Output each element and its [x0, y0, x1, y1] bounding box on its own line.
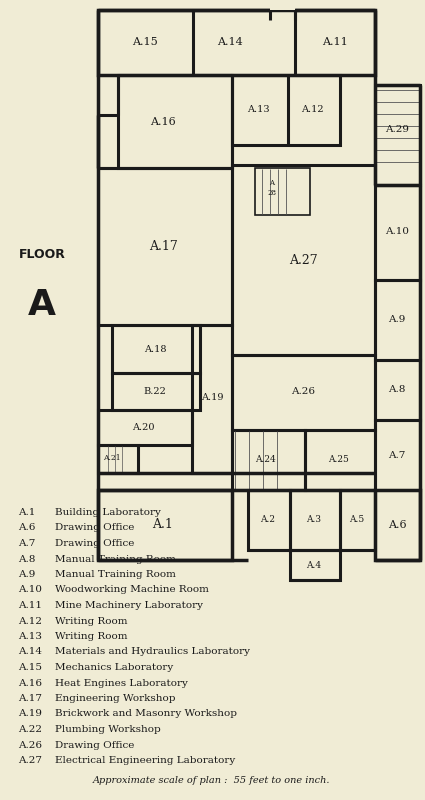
- Text: A.16: A.16: [150, 117, 176, 127]
- Bar: [98, 410, 192, 445]
- Bar: [232, 355, 375, 430]
- Bar: [375, 280, 420, 360]
- Text: A.15: A.15: [132, 37, 158, 47]
- Text: A.27: A.27: [289, 254, 317, 266]
- Text: A.6: A.6: [18, 523, 35, 533]
- Text: A.24: A.24: [255, 455, 275, 465]
- Text: Drawing Office: Drawing Office: [55, 741, 134, 750]
- Text: Mechanics Laboratory: Mechanics Laboratory: [55, 663, 173, 672]
- Text: Brickwork and Masonry Workshop: Brickwork and Masonry Workshop: [55, 710, 237, 718]
- Text: A.5: A.5: [349, 515, 365, 525]
- Text: A.3: A.3: [306, 515, 321, 525]
- Text: Writing Room: Writing Room: [55, 632, 128, 641]
- Text: Drawing Office: Drawing Office: [55, 523, 134, 533]
- Bar: [192, 325, 232, 473]
- Text: A.6: A.6: [388, 520, 406, 530]
- Text: A.17: A.17: [149, 241, 177, 254]
- Text: A: A: [28, 288, 56, 322]
- Bar: [232, 165, 375, 355]
- Text: A.29: A.29: [385, 126, 409, 134]
- Bar: [112, 373, 200, 410]
- Text: A.1: A.1: [153, 518, 173, 531]
- Text: A.13: A.13: [246, 106, 269, 114]
- Text: Drawing Office: Drawing Office: [55, 539, 134, 548]
- Text: A.19: A.19: [201, 393, 223, 402]
- Bar: [255, 168, 310, 215]
- Bar: [375, 85, 420, 185]
- Bar: [98, 10, 375, 75]
- Text: Approximate scale of plan :  55 feet to one inch.: Approximate scale of plan : 55 feet to o…: [93, 776, 331, 785]
- Text: A
28: A 28: [267, 179, 277, 197]
- Text: A.17: A.17: [18, 694, 42, 703]
- Bar: [98, 168, 232, 325]
- Text: A.7: A.7: [18, 539, 35, 548]
- Text: A.4: A.4: [306, 561, 322, 570]
- Text: A.20: A.20: [132, 422, 154, 431]
- Text: A.18: A.18: [144, 345, 166, 354]
- Text: A.9: A.9: [18, 570, 35, 579]
- Text: A.16: A.16: [18, 678, 42, 687]
- Bar: [270, 5, 295, 10]
- Text: A.19: A.19: [18, 710, 42, 718]
- Text: Materials and Hydraulics Laboratory: Materials and Hydraulics Laboratory: [55, 647, 250, 657]
- Text: A.25: A.25: [328, 455, 348, 465]
- Text: A.9: A.9: [388, 315, 406, 325]
- Text: A.7: A.7: [388, 450, 406, 459]
- Text: A.8: A.8: [18, 554, 35, 563]
- Bar: [118, 75, 232, 168]
- Text: A.22: A.22: [18, 725, 42, 734]
- Text: A.26: A.26: [291, 387, 315, 397]
- Text: A.15: A.15: [18, 663, 42, 672]
- Text: A.14: A.14: [217, 37, 243, 47]
- Bar: [340, 490, 375, 550]
- Text: Plumbing Workshop: Plumbing Workshop: [55, 725, 161, 734]
- Text: A.12: A.12: [18, 617, 42, 626]
- Text: Manual Training Room: Manual Training Room: [55, 554, 176, 563]
- Text: A.12: A.12: [300, 106, 323, 114]
- Text: FLOOR: FLOOR: [19, 249, 65, 262]
- Text: A.8: A.8: [388, 386, 406, 394]
- Text: A.26: A.26: [18, 741, 42, 750]
- Bar: [232, 430, 305, 490]
- Bar: [232, 75, 340, 145]
- Text: A.11: A.11: [18, 601, 42, 610]
- Text: A.14: A.14: [18, 647, 42, 657]
- Text: Mine Machinery Laboratory: Mine Machinery Laboratory: [55, 601, 203, 610]
- Text: A.27: A.27: [18, 756, 42, 765]
- Text: Writing Room: Writing Room: [55, 617, 128, 626]
- Text: A.13: A.13: [18, 632, 42, 641]
- Text: Heat Engines Laboratory: Heat Engines Laboratory: [55, 678, 188, 687]
- Bar: [112, 325, 200, 373]
- Text: A.11: A.11: [322, 37, 348, 47]
- Text: A.10: A.10: [385, 227, 409, 237]
- Bar: [375, 420, 420, 490]
- Text: Electrical Engineering Laboratory: Electrical Engineering Laboratory: [55, 756, 235, 765]
- Text: Woodworking Machine Room: Woodworking Machine Room: [55, 586, 209, 594]
- Bar: [375, 185, 420, 280]
- Bar: [98, 445, 138, 473]
- Bar: [290, 550, 340, 580]
- Bar: [375, 360, 420, 420]
- Text: Engineering Workshop: Engineering Workshop: [55, 694, 176, 703]
- Bar: [290, 490, 340, 550]
- Bar: [98, 490, 232, 560]
- Bar: [305, 430, 375, 490]
- Text: A.21: A.21: [103, 454, 121, 462]
- Bar: [248, 490, 290, 550]
- Text: B.22: B.22: [144, 386, 167, 395]
- Text: A.10: A.10: [18, 586, 42, 594]
- Text: A.2: A.2: [261, 515, 275, 525]
- Text: Building Laboratory: Building Laboratory: [55, 508, 161, 517]
- Text: A.1: A.1: [18, 508, 35, 517]
- Bar: [375, 490, 420, 560]
- Text: Manual Training Room: Manual Training Room: [55, 570, 176, 579]
